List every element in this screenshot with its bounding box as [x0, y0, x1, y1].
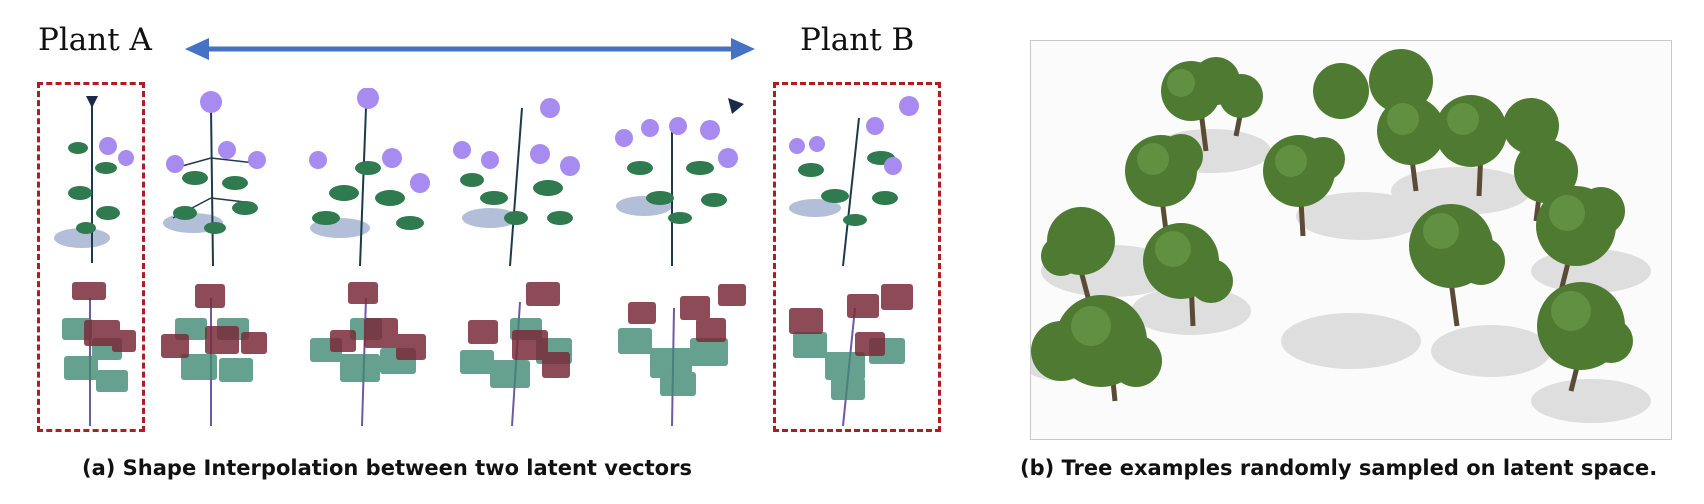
figure-panel-a: Plant A Plant B: [37, 22, 941, 480]
tree-field-illustration: [1021, 49, 1651, 423]
plant-render-5: [615, 98, 744, 266]
interpolation-arrow: [185, 38, 755, 60]
proxy-shape-a: [62, 282, 136, 426]
plant-a-label: Plant A: [38, 22, 152, 58]
tree-samples-image: [1021, 40, 1672, 440]
proxy-shape-5: [618, 284, 746, 427]
caption-panel-a: (a) Shape Interpolation between two late…: [82, 456, 692, 480]
proxy-shape-b: [789, 284, 913, 427]
plant-render-3: [309, 88, 430, 267]
plant-b-highlight-box: [773, 82, 941, 432]
proxy-shape-3: [310, 282, 426, 427]
caption-panel-b: (b) Tree examples randomly sampled on la…: [1020, 456, 1658, 480]
plant-b-label: Plant B: [800, 22, 915, 58]
plant-render-b: [789, 96, 919, 267]
plant-render-2: [163, 91, 266, 267]
proxy-shape-2: [161, 284, 267, 426]
proxy-shape-4: [460, 282, 572, 427]
plant-a-highlight-box: [37, 82, 145, 432]
plant-render-4: [453, 98, 580, 267]
plant-render-a: [54, 96, 134, 263]
